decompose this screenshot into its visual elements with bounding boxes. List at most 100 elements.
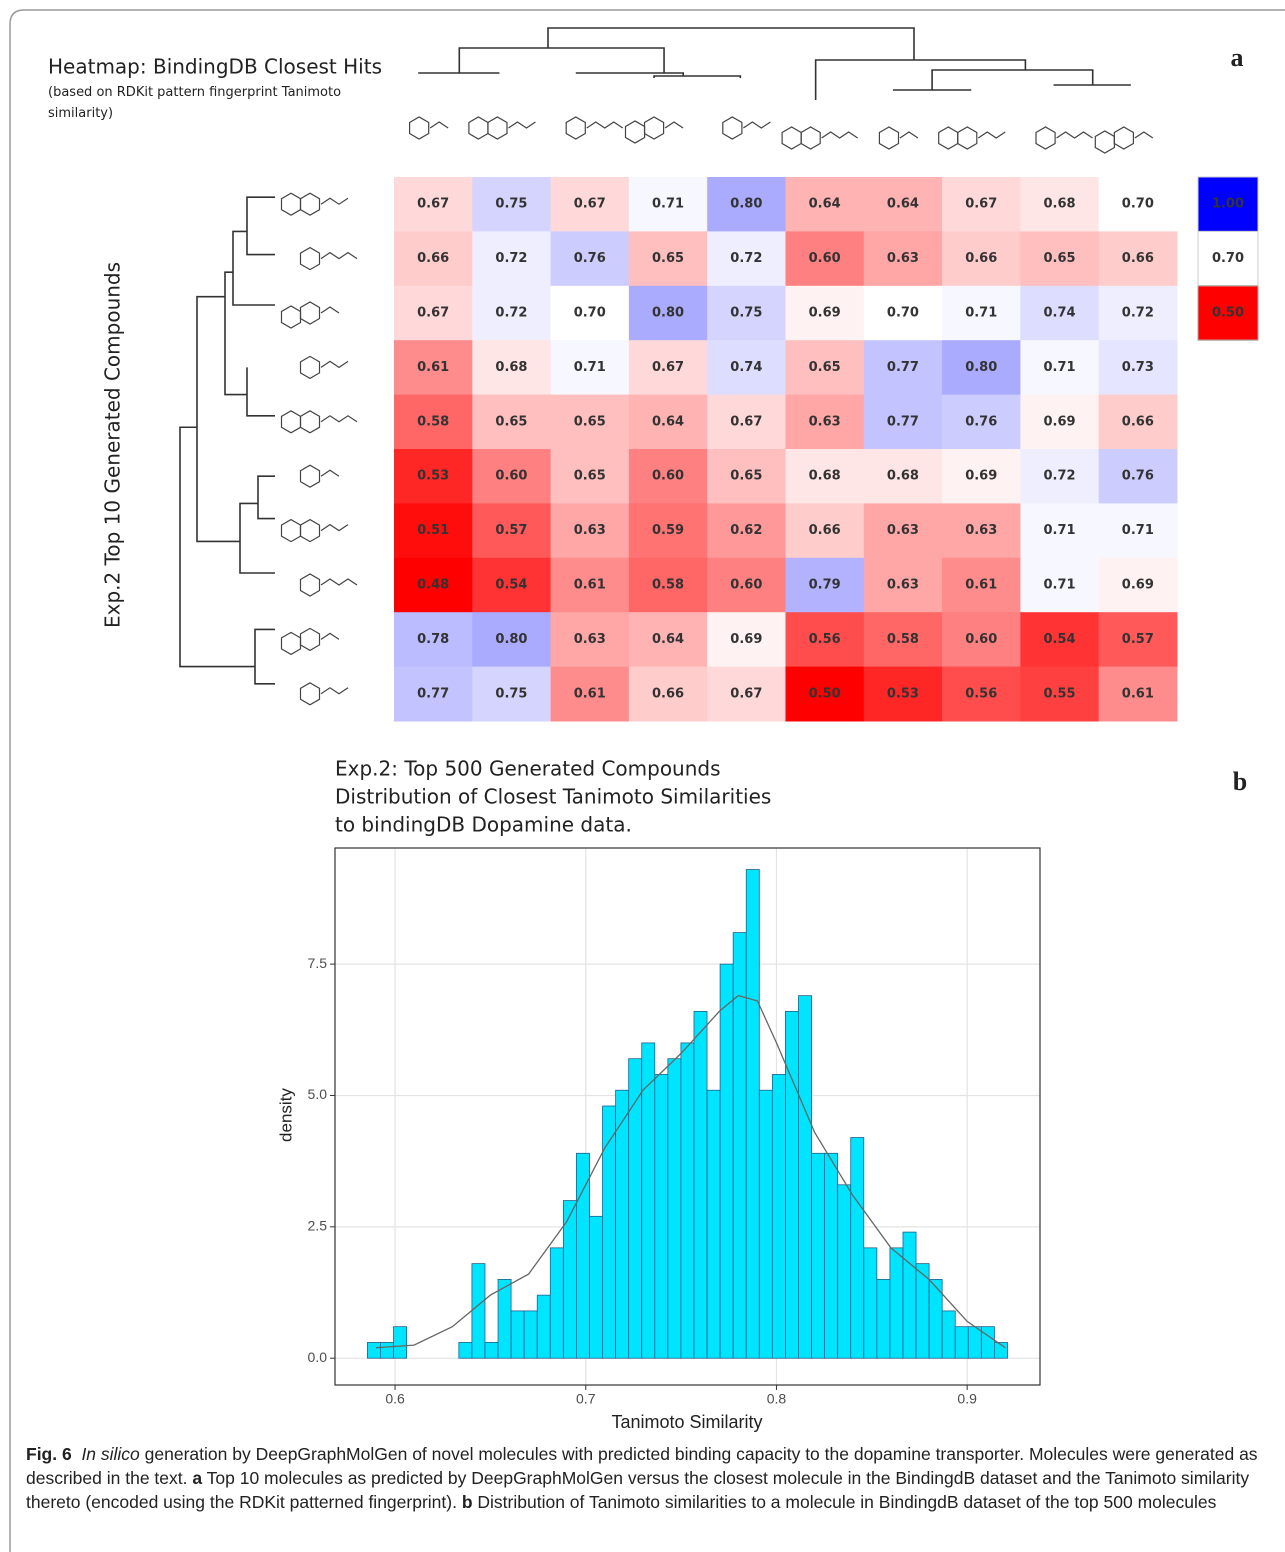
heatmap-cell (942, 177, 1021, 232)
heatmap-cell (1098, 666, 1178, 722)
heatmap-cell (942, 231, 1021, 287)
cell-label: 0.72 (730, 251, 762, 266)
heatmap-cell (1098, 340, 1178, 396)
cell-label: 0.68 (809, 469, 841, 484)
dendrogram (814, 59, 1027, 100)
heatmap-cell (785, 394, 865, 450)
heatmap-cell (1020, 449, 1100, 504)
cell-label: 0.57 (495, 523, 527, 538)
cell-label: 0.60 (965, 632, 997, 647)
dendrogram (179, 426, 255, 668)
heatmap-cell (785, 231, 865, 287)
cell-label: 0.62 (730, 523, 762, 538)
cell-label: 0.77 (417, 686, 449, 701)
cell-label: 0.65 (574, 469, 606, 484)
histogram-bar (876, 1278, 891, 1359)
cell-label: 0.66 (1122, 414, 1154, 429)
molecule-sketch (565, 116, 586, 140)
cell-label: 0.63 (887, 251, 919, 266)
molecule-sketch (320, 578, 358, 586)
cell-label: 0.56 (965, 686, 997, 701)
histogram-bar (798, 995, 812, 1359)
cell-label: 0.65 (809, 360, 841, 375)
cell-label: 0.69 (809, 306, 841, 321)
molecule-sketch (299, 410, 321, 434)
heatmap-cell (1098, 557, 1178, 613)
heatmap-cell (1098, 285, 1178, 341)
heatmap-cell (472, 449, 552, 504)
hist-title: Distribution of Closest Tanimoto Similar… (335, 785, 771, 809)
heatmap-cell (942, 612, 1021, 668)
heatmap-cell (628, 557, 708, 613)
legend-swatch (1197, 230, 1259, 287)
heatmap-cell (1098, 231, 1178, 287)
cell-label: 0.72 (1122, 306, 1154, 321)
histogram-bar (471, 1263, 486, 1359)
heatmap-cell (628, 285, 708, 341)
cell-label: 0.58 (887, 632, 919, 647)
cell-label: 0.71 (1044, 360, 1076, 375)
molecule-sketch (299, 301, 321, 325)
histogram-bar (576, 1152, 590, 1359)
cell-label: 0.67 (574, 197, 606, 212)
heatmap-cell (863, 557, 943, 613)
y-tick-label: 2.5 (308, 1218, 328, 1234)
heatmap-cell (785, 557, 865, 613)
molecule-sketch (320, 306, 340, 314)
heatmap-cell (550, 231, 630, 287)
heatmap-cell (785, 340, 865, 396)
histogram-bar (719, 963, 734, 1359)
cell-label: 0.74 (730, 360, 762, 375)
histogram-bar (758, 1089, 773, 1359)
heatmap-cell (707, 449, 786, 504)
heatmap-cell (550, 557, 630, 613)
cell-label: 0.48 (417, 578, 449, 593)
heatmap-cell (942, 340, 1021, 396)
molecule-sketch (320, 415, 358, 423)
cell-label: 0.63 (574, 523, 606, 538)
molecule-sketch (1113, 126, 1135, 150)
molecule-sketch (299, 627, 321, 652)
x-tick-label: 0.7 (576, 1391, 596, 1407)
heatmap-cell (472, 666, 552, 722)
caption: Fig. 6 In silico generation by DeepGraph… (26, 1442, 1274, 1514)
histogram-bar (771, 1074, 786, 1359)
heatmap-cell (394, 449, 473, 504)
caption-label: Fig. 6 (26, 1444, 72, 1464)
cell-label: 0.61 (417, 360, 449, 375)
histogram-bar (497, 1278, 512, 1359)
cell-label: 0.50 (809, 686, 841, 701)
density-curve (375, 994, 1006, 1349)
dendrogram (239, 502, 275, 574)
histogram-bar (628, 1058, 643, 1359)
histogram-bar (393, 1326, 408, 1359)
heatmap-cell (1098, 177, 1178, 232)
cell-label: 0.69 (730, 632, 762, 647)
heatmap-cell (785, 666, 865, 722)
heatmap-cell (707, 557, 786, 613)
x-tick-label: 0.8 (767, 1391, 787, 1407)
cell-label: 0.67 (652, 360, 684, 375)
heatmap-cell (628, 503, 708, 559)
histogram-bar (837, 1184, 852, 1359)
cell-label: 0.61 (965, 578, 997, 593)
cell-label: 0.53 (887, 686, 919, 701)
heatmap-cell (1020, 612, 1100, 668)
heatmap-cell (628, 449, 708, 504)
dendrogram (458, 47, 665, 73)
cell-label: 0.60 (730, 578, 762, 593)
molecule-sketch (899, 131, 919, 139)
heatmap-cell (785, 503, 865, 559)
cell-label: 0.66 (652, 686, 684, 701)
histogram-bar (602, 1105, 617, 1359)
histogram-bar (549, 1247, 564, 1359)
caption-text: Top 10 molecules as predicted by DeepGra… (26, 1468, 1250, 1512)
cell-label: 0.72 (1044, 469, 1076, 484)
molecule-sketch (280, 192, 302, 216)
cell-label: 0.63 (809, 414, 841, 429)
heatmap-cell (863, 666, 943, 722)
molecule-sketch (409, 116, 430, 140)
cell-label: 0.55 (1044, 686, 1076, 701)
cell-label: 0.69 (1044, 414, 1076, 429)
heatmap-cell (472, 394, 552, 450)
